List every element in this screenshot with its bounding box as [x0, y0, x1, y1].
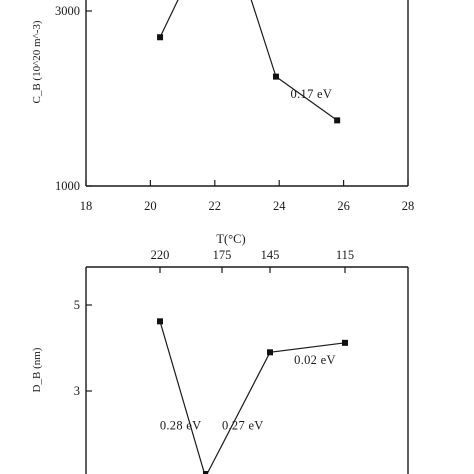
- top-x-tick-label: 22: [209, 199, 222, 213]
- top-chart: C_B (10^20 m^-3) 18 20 22 24 26 28 1000 3000 0…: [31, 0, 414, 213]
- top-chart-y-axis-label: C_B (10^20 m^-3): [31, 20, 43, 103]
- bottom-x-tick-label: 220: [151, 248, 170, 262]
- top-data-point: [157, 34, 164, 41]
- bottom-data-point: [267, 349, 273, 356]
- top-x-tick-label: 18: [80, 199, 93, 213]
- bottom-y-tick-label: 3: [74, 384, 80, 398]
- top-data-point: [272, 73, 279, 80]
- top-chart-x-ticks: 18 20 22 24 26 28: [80, 180, 415, 213]
- top-annotation-label: 0.17 eV: [291, 87, 333, 101]
- bottom-x-tick-label: 145: [261, 248, 280, 262]
- bottom-chart-x-ticks: 220 175 145 115: [151, 248, 354, 273]
- bottom-chart-series: [157, 318, 348, 474]
- top-y-tick-label: 1000: [55, 179, 80, 193]
- top-x-tick-label: 26: [337, 199, 350, 213]
- bottom-series-line: [159, 321, 346, 474]
- top-chart-series: [157, 0, 341, 124]
- top-y-tick-label: 3000: [55, 4, 80, 18]
- bottom-x-tick-label: 115: [336, 248, 354, 262]
- top-data-point: [334, 117, 341, 124]
- top-x-tick-label: 24: [273, 199, 286, 213]
- bottom-x-tick-label: 175: [213, 248, 232, 262]
- top-x-tick-label: 20: [144, 199, 157, 213]
- bottom-chart-y-ticks: 35: [74, 298, 92, 398]
- bottom-data-point: [342, 339, 348, 346]
- bottom-data-point: [202, 471, 208, 474]
- bottom-y-tick-label: 5: [74, 298, 80, 312]
- top-x-tick-label: 28: [402, 199, 415, 213]
- bottom-chart-x-axis-label: T(°C): [216, 232, 245, 246]
- top-chart-y-ticks: 1000 3000: [55, 4, 92, 193]
- bottom-chart-annotations: 0.28 eV 0.27 eV 0.02 eV: [160, 353, 336, 432]
- bottom-annotation-label: 0.02 eV: [294, 353, 336, 367]
- bottom-data-point: [157, 318, 163, 325]
- bottom-chart-y-axis-label: D_B (nm): [31, 347, 43, 392]
- top-series-line: [159, 0, 338, 121]
- top-chart-annotations: 0.17 eV: [291, 87, 333, 101]
- bottom-annotation-label: 0.27 eV: [222, 418, 264, 432]
- bottom-annotation-label: 0.28 eV: [160, 418, 202, 432]
- bottom-chart: T(°C) D_B (nm) 220 175 145 115 35 0.28 eV 0.…: [31, 232, 409, 474]
